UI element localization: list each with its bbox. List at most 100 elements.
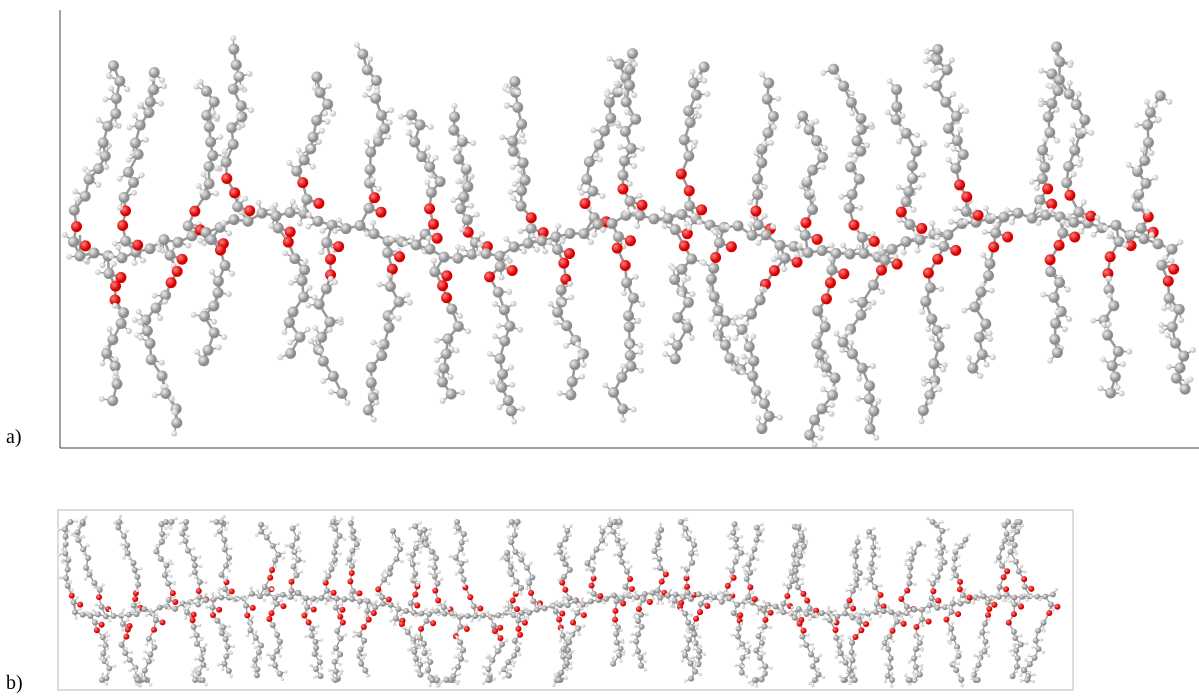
hydrogen-atom: [966, 355, 972, 361]
hydrogen-atom: [704, 91, 710, 97]
carbon-atom: [223, 653, 229, 659]
carbon-atom: [172, 606, 178, 612]
hydrogen-atom: [226, 230, 232, 236]
hydrogen-atom: [61, 559, 64, 562]
carbon-atom: [290, 564, 296, 570]
hydrogen-atom: [464, 164, 470, 170]
hydrogen-atom: [389, 314, 395, 320]
hydrogen-atom: [237, 597, 240, 600]
carbon-atom: [200, 662, 206, 668]
oxygen-atom: [123, 634, 129, 640]
hydrogen-atom: [931, 382, 937, 388]
oxygen-atom: [424, 203, 435, 214]
oxygen-atom: [69, 593, 75, 599]
carbon-atom: [107, 395, 118, 406]
carbon-atom: [446, 389, 457, 400]
hydrogen-atom: [977, 373, 983, 379]
carbon-atom: [672, 340, 683, 351]
carbon-atom: [243, 216, 254, 227]
hydrogen-atom: [900, 113, 906, 119]
hydrogen-atom: [107, 655, 110, 658]
carbon-atom: [1178, 351, 1189, 362]
hydrogen-atom: [84, 515, 87, 518]
carbon-atom: [812, 305, 823, 316]
carbon-atom: [143, 107, 154, 118]
oxygen-atom: [229, 588, 235, 594]
hydrogen-atom: [309, 664, 312, 667]
hydrogen-atom: [851, 157, 857, 163]
hydrogen-atom: [70, 589, 73, 592]
hydrogen-atom: [686, 225, 692, 231]
hydrogen-atom: [856, 376, 862, 382]
hydrogen-atom: [885, 109, 891, 115]
oxygen-atom: [441, 270, 452, 281]
carbon-atom: [304, 604, 310, 610]
carbon-atom: [67, 519, 73, 525]
carbon-atom: [65, 583, 71, 589]
oxygen-atom: [172, 266, 183, 277]
hydrogen-atom: [204, 643, 207, 646]
hydrogen-atom: [593, 152, 599, 158]
carbon-atom: [119, 192, 130, 203]
hydrogen-atom: [755, 415, 761, 421]
carbon-atom: [1046, 98, 1057, 109]
hydrogen-atom: [61, 548, 64, 551]
carbon-atom: [273, 223, 284, 234]
hydrogen-atom: [897, 217, 903, 223]
hydrogen-atom: [1158, 322, 1164, 328]
carbon-atom: [713, 305, 724, 316]
hydrogen-atom: [246, 634, 249, 637]
carbon-atom: [880, 255, 891, 266]
hydrogen-atom: [143, 650, 146, 653]
hydrogen-atom: [829, 242, 835, 248]
hydrogen-atom: [199, 565, 202, 568]
carbon-atom: [494, 353, 505, 364]
hydrogen-atom: [376, 342, 382, 348]
hydrogen-atom: [865, 415, 871, 421]
carbon-atom: [98, 137, 109, 148]
hydrogen-atom: [188, 605, 191, 608]
hydrogen-atom: [209, 269, 215, 275]
carbon-atom: [153, 548, 159, 554]
hydrogen-atom: [320, 228, 326, 234]
carbon-atom: [191, 556, 197, 562]
hydrogen-atom: [126, 157, 132, 163]
hydrogen-atom: [274, 565, 277, 568]
hydrogen-atom: [512, 181, 518, 187]
oxygen-atom: [172, 599, 178, 605]
hydrogen-atom: [615, 120, 621, 126]
hydrogen-atom: [294, 598, 297, 601]
carbon-atom: [435, 176, 446, 187]
carbon-atom: [222, 546, 228, 552]
carbon-atom: [983, 270, 994, 281]
carbon-atom: [857, 232, 868, 243]
hydrogen-atom: [747, 199, 753, 205]
hydrogen-atom: [1148, 150, 1154, 156]
carbon-atom: [369, 228, 380, 239]
hydrogen-atom: [258, 529, 261, 532]
carbon-atom: [99, 604, 105, 610]
hydrogen-atom: [465, 328, 471, 334]
hydrogen-atom: [299, 206, 305, 212]
hydrogen-atom: [58, 553, 61, 556]
oxygen-atom: [916, 223, 927, 234]
oxygen-atom: [792, 257, 803, 268]
hydrogen-atom: [158, 101, 164, 107]
carbon-atom: [314, 299, 325, 310]
hydrogen-atom: [733, 315, 739, 321]
hydrogen-atom: [990, 354, 996, 360]
carbon-atom: [804, 124, 815, 135]
oxygen-atom: [432, 233, 443, 244]
carbon-atom: [257, 208, 268, 219]
carbon-atom: [969, 301, 980, 312]
hydrogen-atom: [993, 222, 999, 228]
oxygen-atom: [1085, 211, 1096, 222]
hydrogen-atom: [230, 35, 236, 41]
hydrogen-atom: [948, 219, 954, 225]
carbon-atom: [607, 218, 618, 229]
hydrogen-atom: [795, 123, 801, 129]
carbon-atom: [503, 395, 514, 406]
hydrogen-atom: [739, 369, 745, 375]
carbon-atom: [311, 71, 322, 82]
carbon-atom: [1145, 107, 1156, 118]
